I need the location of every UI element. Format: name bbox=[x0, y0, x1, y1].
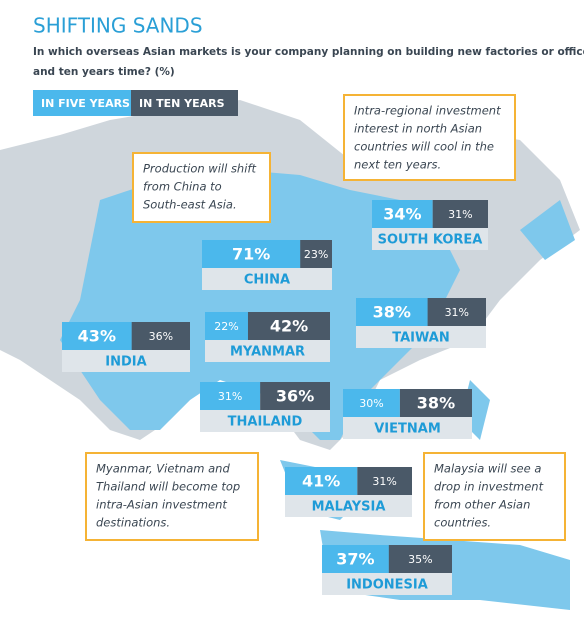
label-row bbox=[205, 340, 330, 362]
annotation-text: countries. bbox=[434, 516, 491, 530]
label-row bbox=[322, 573, 452, 595]
value-label: 36% bbox=[276, 387, 314, 406]
annotation-text: drop in investment bbox=[434, 480, 544, 494]
annotation-box bbox=[85, 452, 259, 541]
value-label: 41% bbox=[302, 472, 340, 491]
value-label: 43% bbox=[78, 327, 116, 346]
legend-label: IN TEN YEARS bbox=[139, 97, 225, 110]
value-bar bbox=[357, 467, 412, 495]
value-bar bbox=[285, 467, 358, 495]
value-bar bbox=[427, 298, 486, 326]
country-name: TAIWAN bbox=[392, 331, 449, 346]
annotation-text: Myanmar, Vietnam and bbox=[96, 462, 230, 476]
value-bar bbox=[200, 382, 261, 410]
label-row bbox=[372, 228, 488, 250]
country-name: SOUTH KOREA bbox=[378, 233, 483, 248]
country-name: THAILAND bbox=[228, 415, 303, 430]
annotation-text: countries will cool in the bbox=[354, 140, 494, 154]
label-row bbox=[343, 417, 472, 439]
label-row bbox=[202, 268, 332, 290]
value-bar bbox=[432, 200, 488, 228]
value-bar bbox=[131, 322, 190, 350]
annotation-text: Intra-regional investment bbox=[354, 104, 501, 118]
land-asia bbox=[60, 170, 460, 440]
value-bar bbox=[399, 389, 472, 417]
value-label: 35% bbox=[408, 553, 432, 566]
label-row bbox=[200, 410, 330, 432]
legend: IN FIVE YEARS IN TEN YEARS bbox=[33, 90, 238, 116]
value-label: 31% bbox=[372, 475, 396, 488]
value-bar bbox=[260, 382, 330, 410]
value-label: 30% bbox=[359, 397, 383, 410]
annotation-text: Thailand will become top bbox=[96, 480, 240, 494]
annotation-text: South-east Asia. bbox=[143, 198, 237, 212]
country-name: MALAYSIA bbox=[312, 500, 386, 515]
value-label: 42% bbox=[270, 317, 308, 336]
value-label: 38% bbox=[417, 394, 455, 413]
legend-swatch bbox=[33, 90, 131, 116]
value-bar bbox=[205, 312, 248, 340]
annotations: Intra-regional investment interest in nor… bbox=[85, 94, 566, 541]
annotation-text: Malaysia will see a bbox=[434, 462, 541, 476]
value-label: 22% bbox=[214, 320, 238, 333]
country-name: INDONESIA bbox=[346, 578, 428, 593]
value-label: 23% bbox=[304, 248, 328, 261]
annotation-box bbox=[343, 94, 516, 181]
label-row bbox=[62, 350, 190, 372]
value-bar bbox=[300, 240, 332, 268]
land-islands bbox=[280, 200, 575, 610]
value-bar bbox=[388, 545, 452, 573]
value-label: 34% bbox=[383, 205, 421, 224]
value-label: 31% bbox=[445, 306, 469, 319]
country-name: VIETNAM bbox=[374, 422, 441, 437]
value-bar bbox=[356, 298, 428, 326]
annotation-box bbox=[132, 152, 271, 223]
title: SHIFTING SANDS bbox=[33, 14, 203, 38]
value-bar bbox=[202, 240, 301, 268]
value-label: 36% bbox=[149, 330, 173, 343]
annotation-text: interest in north Asian bbox=[354, 122, 482, 136]
annotation-text: from China to bbox=[143, 180, 222, 194]
annotation-box bbox=[423, 452, 566, 541]
value-bar bbox=[247, 312, 330, 340]
value-bar bbox=[372, 200, 433, 228]
value-label: 71% bbox=[232, 245, 270, 264]
legend-swatch bbox=[131, 90, 238, 116]
value-label: 38% bbox=[373, 303, 411, 322]
value-bar bbox=[322, 545, 389, 573]
value-label: 31% bbox=[448, 208, 472, 221]
country-name: MYANMAR bbox=[230, 345, 305, 360]
subtitle: and ten years time? (%) bbox=[33, 66, 175, 78]
label-row bbox=[285, 495, 412, 517]
country-boxes: SOUTH KOREA 34% 31% CHINA 71% 23% INDIA 43% 36% M… bbox=[62, 200, 488, 595]
legend-label: IN FIVE YEARS bbox=[41, 97, 130, 110]
annotation-text: intra-Asian investment bbox=[96, 498, 227, 512]
subtitle: In which overseas Asian markets is your … bbox=[33, 46, 584, 58]
annotation-text: destinations. bbox=[96, 516, 170, 530]
label-row bbox=[356, 326, 486, 348]
value-label: 31% bbox=[218, 390, 242, 403]
value-bar bbox=[343, 389, 400, 417]
annotation-text: from other Asian bbox=[434, 498, 530, 512]
annotation-text: Production will shift bbox=[143, 162, 256, 176]
country-name: CHINA bbox=[244, 273, 290, 288]
value-bar bbox=[62, 322, 132, 350]
country-name: INDIA bbox=[105, 355, 146, 370]
value-label: 37% bbox=[336, 550, 374, 569]
annotation-text: next ten years. bbox=[354, 158, 441, 172]
